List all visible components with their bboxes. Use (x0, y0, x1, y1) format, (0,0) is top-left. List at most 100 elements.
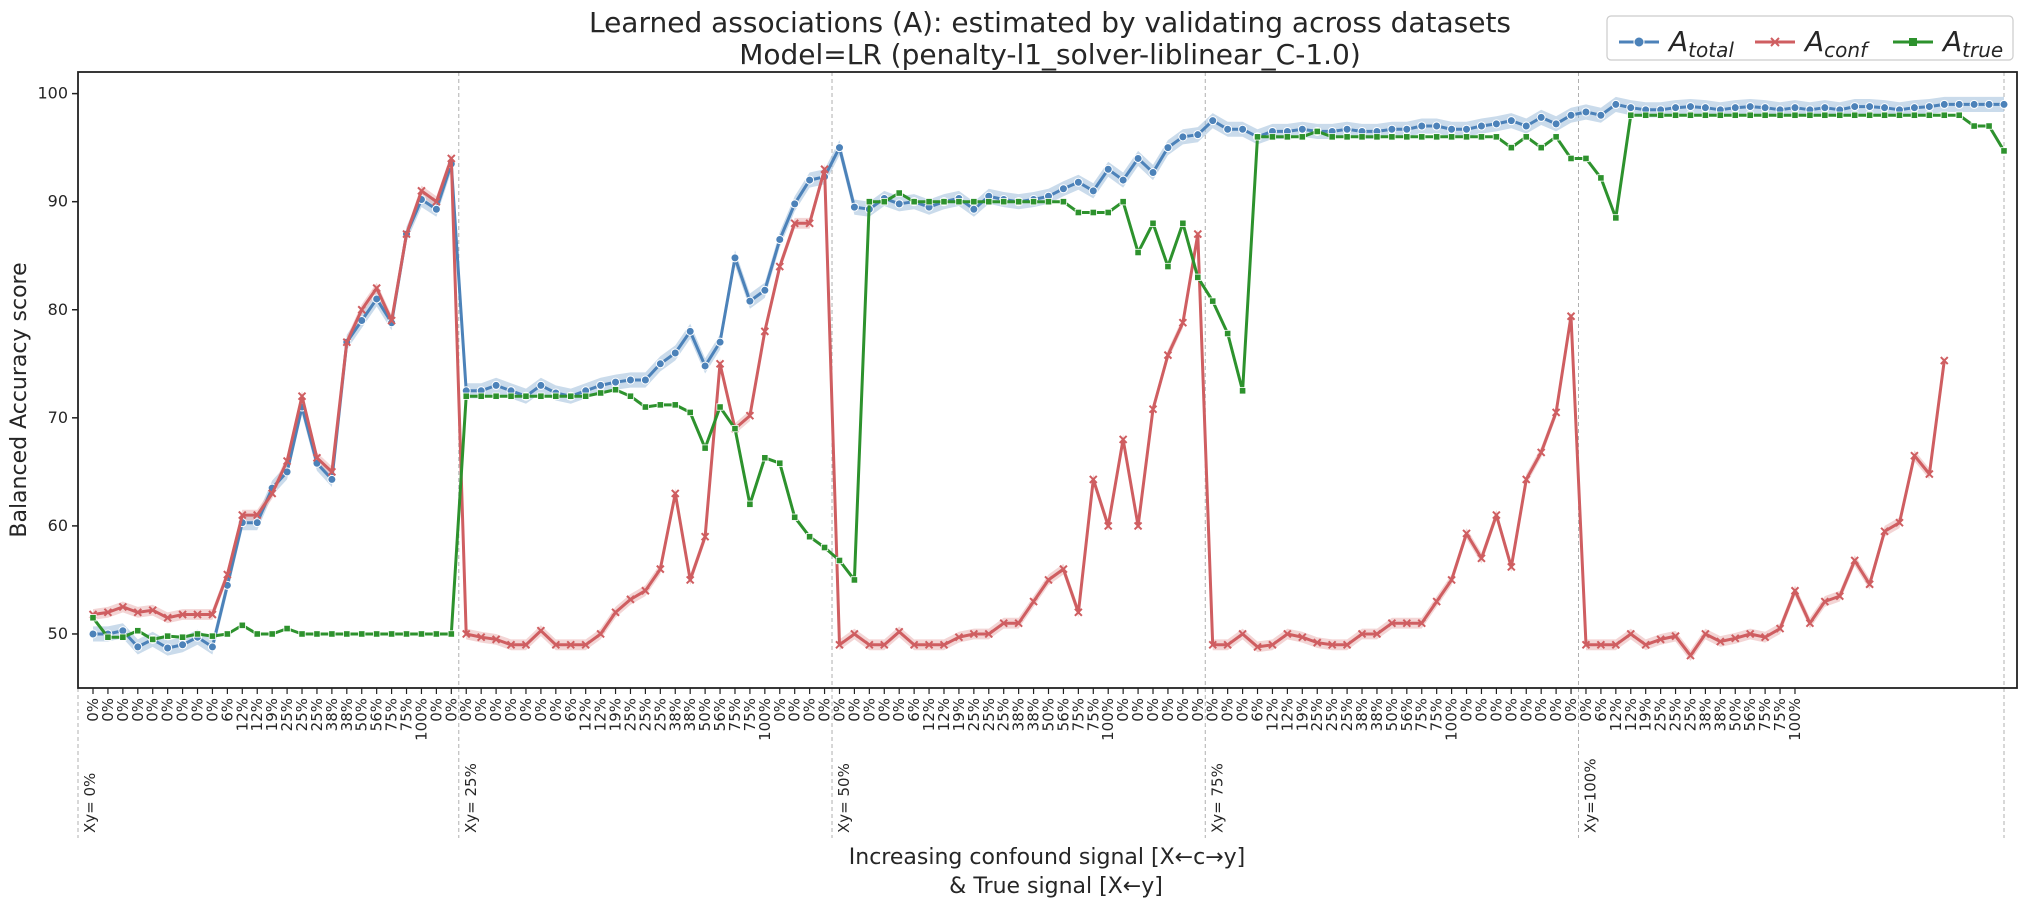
point-conf (700, 532, 710, 541)
x-tick-label: 75% (1413, 698, 1431, 731)
point-conf (1880, 527, 1889, 536)
point-conf (626, 595, 635, 604)
point-total (1999, 99, 2009, 109)
x-tick-label: 0% (517, 698, 535, 722)
point-total (894, 199, 904, 209)
point-conf (387, 316, 396, 325)
point-total (1551, 119, 1561, 129)
point-total (1208, 116, 1218, 126)
point-true (671, 401, 679, 409)
point-true (1209, 297, 1217, 305)
point-conf (1701, 629, 1710, 639)
x-tick-label: 38% (1711, 698, 1729, 731)
x-tick-label: 75% (1084, 698, 1102, 731)
point-true (611, 386, 620, 394)
point-conf (1313, 638, 1322, 647)
point-true (1970, 122, 1978, 130)
point-true (1388, 133, 1396, 141)
x-tick-labels: 0%0%0%0%0%0%0%0%0%6%12%12%19%25%25%25%38… (84, 688, 1804, 741)
point-total (1432, 121, 1442, 131)
point-conf (193, 610, 202, 619)
x-tick-label: 0% (159, 698, 177, 722)
point-true (328, 630, 336, 638)
x-tick-label: 25% (651, 698, 669, 731)
point-true (358, 630, 366, 638)
point-true (791, 513, 799, 521)
point-true (1238, 387, 1247, 395)
x-tick-label: 0% (203, 698, 221, 722)
point-true (178, 633, 187, 641)
point-conf (1925, 469, 1934, 479)
point-true (492, 392, 500, 400)
point-total (596, 380, 606, 390)
x-axis-label-line1: Increasing confound signal [X←c→y] (849, 845, 1245, 870)
point-conf (1223, 640, 1232, 649)
x-tick-label: 75% (1428, 698, 1446, 731)
x-tick-label: 12% (935, 698, 953, 731)
point-conf (1626, 629, 1635, 639)
point-conf (566, 640, 575, 649)
x-tick-label: 0% (875, 698, 893, 722)
point-true (1343, 133, 1351, 141)
point-true (940, 198, 948, 206)
point-total (1820, 103, 1830, 113)
x-tick-label: 19% (1637, 698, 1655, 731)
x-tick-label: 12% (1607, 698, 1625, 731)
x-tick-label: 0% (84, 698, 102, 722)
y-tick-label: 100 (37, 84, 68, 103)
point-true (1985, 122, 1993, 130)
point-conf (1447, 575, 1456, 585)
x-tick-label: 0% (547, 698, 565, 722)
x-tick-label: 38% (323, 698, 341, 731)
point-conf (924, 640, 934, 649)
x-tick-label: 38% (666, 698, 684, 731)
point-true (820, 543, 829, 552)
x-tick-label: 25% (1681, 698, 1699, 731)
point-conf (133, 608, 142, 617)
x-tick-label: 75% (1756, 698, 1774, 731)
point-true (1194, 273, 1202, 281)
point-total (1447, 124, 1457, 134)
point-total (327, 474, 337, 484)
point-conf (1104, 521, 1113, 531)
x-tick-label: 19% (1293, 698, 1311, 731)
point-total (431, 204, 441, 214)
x-tick-label: 25% (1338, 698, 1356, 731)
x-tick-label: 0% (502, 698, 520, 722)
point-true (1761, 111, 1769, 119)
point-conf (491, 635, 501, 644)
x-axis-label-line2: & True signal [X←y] (949, 874, 1163, 899)
point-true (1477, 133, 1486, 141)
point-conf (1641, 640, 1650, 649)
point-total (1880, 103, 1890, 113)
point-conf (178, 610, 187, 619)
point-true (119, 633, 127, 641)
point-true (1029, 198, 1038, 206)
point-true (1298, 133, 1306, 141)
x-tick-label: 0% (472, 698, 490, 722)
x-tick-label: 19% (263, 698, 281, 731)
point-conf (715, 359, 725, 368)
point-conf (1118, 435, 1128, 444)
point-conf (1671, 631, 1680, 641)
point-true (850, 576, 859, 584)
point-total (1685, 102, 1695, 112)
point-total (1939, 99, 1949, 109)
x-tick-label: 12% (233, 698, 251, 731)
x-tick-label: 0% (1204, 698, 1222, 722)
point-true (776, 459, 784, 467)
legend-subscript-total: total (1688, 38, 1734, 62)
point-conf (1611, 640, 1621, 649)
x-tick-label: 50% (353, 698, 371, 731)
x-tick-label: 25% (1323, 698, 1341, 731)
point-conf (1775, 624, 1785, 633)
point-conf (1089, 475, 1098, 484)
point-true (582, 392, 590, 400)
point-true (1806, 111, 1814, 119)
point-conf (506, 640, 516, 649)
point-true (1940, 111, 1948, 119)
point-true (626, 392, 635, 400)
x-tick-label: 56% (368, 698, 386, 731)
point-conf (1417, 618, 1426, 628)
point-true (1925, 111, 1933, 119)
